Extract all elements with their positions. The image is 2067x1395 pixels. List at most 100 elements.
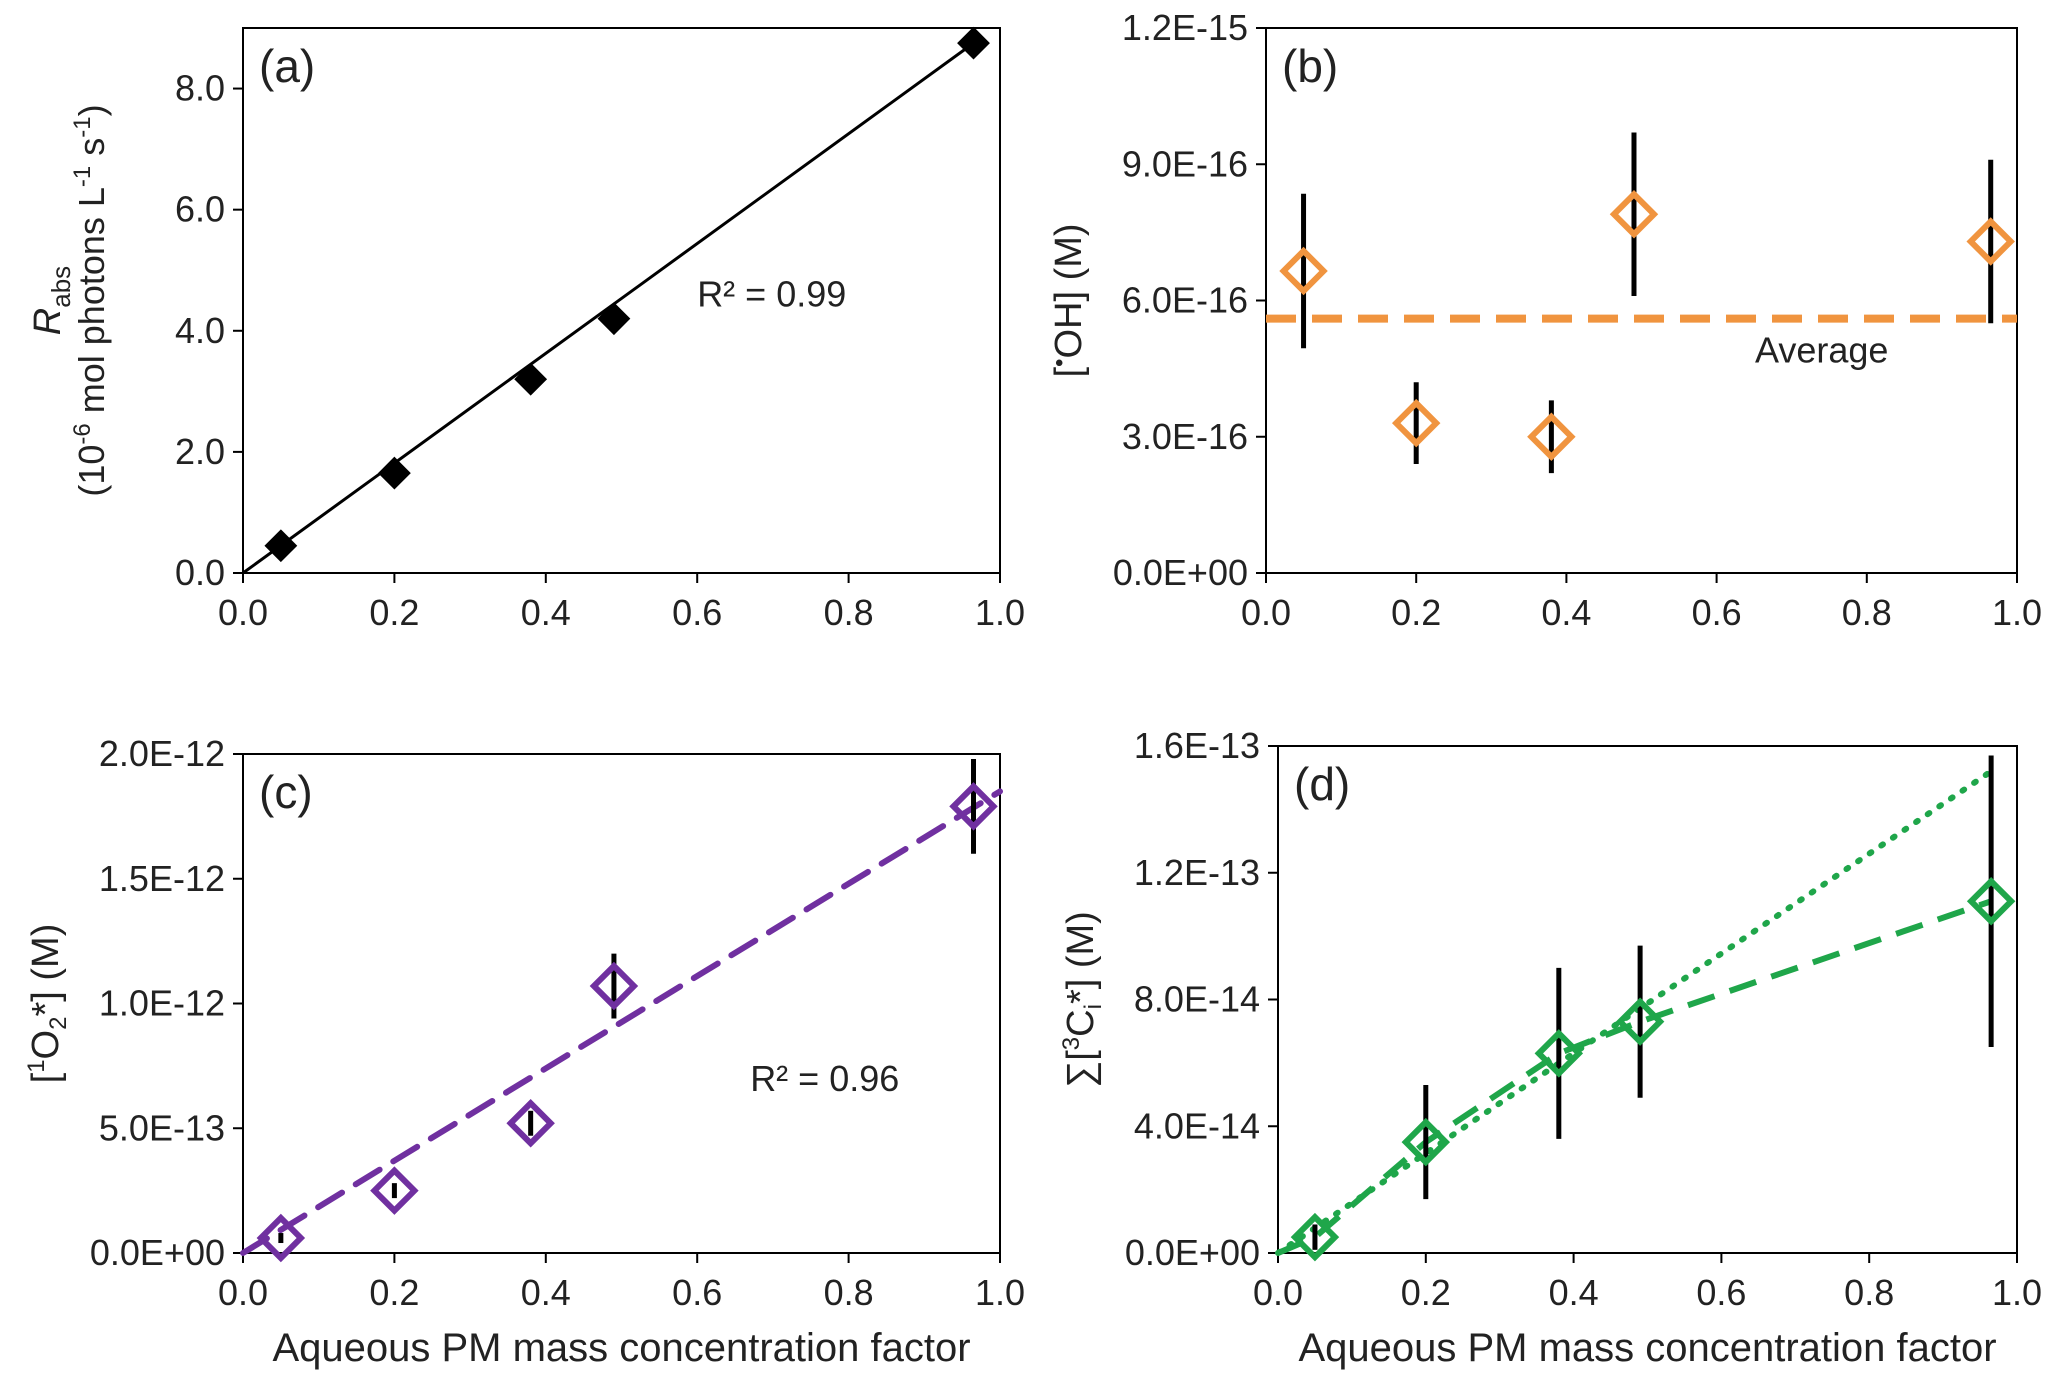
diamond-marker	[1290, 1212, 1340, 1262]
diamond-marker	[1401, 1117, 1451, 1167]
x-tick-label: 0.8	[824, 1272, 874, 1313]
y-axis-label: Rabs	[27, 266, 76, 335]
y-tick-label: 0.0E+00	[1113, 552, 1248, 593]
y-tick-label: 8.0E-14	[1134, 979, 1260, 1020]
x-tick-label: 0.2	[1391, 592, 1441, 633]
ylabel-part: OH] (M)	[1048, 223, 1090, 358]
x-tick-label: 0.8	[824, 592, 874, 633]
data-point	[370, 1166, 419, 1215]
ylabel-part: *] (M)	[1060, 911, 1102, 1004]
panel-d: 0.0 0.2 0.4 0.6 0.8 1.0 0.0E+00 4.0E-14 8.0E-14 1…	[1058, 725, 2042, 1370]
x-tick-label: 0.2	[369, 1272, 419, 1313]
r-squared-annotation: R² = 0.96	[750, 1058, 899, 1099]
plot-frame	[1265, 27, 2018, 574]
x-tick-label: 1.0	[1992, 592, 2042, 633]
ylabel-r: R	[27, 308, 69, 335]
ylabel-part: [	[25, 1072, 67, 1083]
x-tick-label: 0.6	[672, 592, 722, 633]
ylabel-part: O	[25, 1030, 67, 1060]
diamond-marker	[1966, 877, 2016, 926]
r-squared-annotation: R² = 0.99	[697, 274, 846, 315]
y-axis-label: ∑[3Ci*] (M)	[1058, 911, 1107, 1088]
y-tick-label: 9.0E-16	[1122, 143, 1248, 184]
panel-c: 0.0 0.2 0.4 0.6 0.8 1.0 0.0E+00 5.0E-13 1.0E-12 1…	[23, 733, 1025, 1370]
ylabel-sup: -1	[69, 116, 96, 137]
data-point	[1615, 945, 1665, 1098]
x-tick-label: 0.2	[1401, 1272, 1451, 1313]
data-point	[597, 302, 631, 336]
y-axis-label: [•OH] (M)	[1046, 223, 1090, 377]
y-tick-label: 2.0E-12	[99, 733, 225, 774]
panel-label: (d)	[1294, 758, 1350, 810]
fit-line-dotted	[1275, 768, 1995, 1256]
x-tick-label: 0.4	[1549, 1272, 1599, 1313]
ylabel-part: mol photons L	[71, 187, 112, 423]
x-tick-label: 0.4	[1541, 592, 1591, 633]
ylabel-sup: -6	[69, 423, 96, 444]
ylabel-part: C	[1060, 1009, 1102, 1036]
data-point	[957, 26, 990, 60]
y-tick-label: 3.0E-16	[1122, 416, 1248, 457]
x-tick-label: 1.0	[975, 1272, 1025, 1313]
diamond-marker	[264, 529, 298, 563]
x-tick-label: 0.4	[521, 1272, 571, 1313]
panel-label: (c)	[259, 766, 313, 818]
data-point	[1401, 1085, 1451, 1200]
y-tick-label: 0.0E+00	[90, 1232, 225, 1273]
x-tick-label: 0.0	[218, 1272, 268, 1313]
diamond-marker	[949, 782, 998, 831]
y-tick-label: 4.0	[175, 310, 225, 351]
diamond-marker	[957, 26, 990, 60]
y-tick-label: 6.0	[175, 189, 225, 230]
data-point	[1279, 193, 1328, 349]
ylabel-part: *] (M)	[25, 924, 67, 1017]
x-tick-label: 0.6	[1692, 592, 1742, 633]
plot-frame	[242, 753, 1001, 1254]
y-tick-label: 1.2E-15	[1122, 7, 1248, 48]
x-tick-label: 1.0	[975, 592, 1025, 633]
x-tick-label: 0.4	[521, 592, 571, 633]
data-point	[264, 529, 298, 563]
y-tick-label: 0.0E+00	[1125, 1232, 1260, 1273]
y-tick-label: 2.0	[175, 431, 225, 472]
x-axis-label: Aqueous PM mass concentration factor	[1298, 1326, 1996, 1370]
y-axis-label-line2: (10-6 mol photons L-1 s-1)	[69, 104, 112, 496]
x-tick-label: 0.2	[369, 592, 419, 633]
x-tick-label: 0.6	[672, 1272, 722, 1313]
data-point	[1966, 159, 2015, 324]
data-point	[256, 1213, 306, 1263]
ylabel-sup: 3	[1058, 1037, 1085, 1050]
ylabel-sup: -1	[69, 166, 96, 187]
y-tick-label: 1.5E-12	[99, 858, 225, 899]
x-tick-label: 1.0	[1992, 1272, 2042, 1313]
y-tick-label: 6.0E-16	[1122, 280, 1248, 321]
x-tick-label: 0.0	[1241, 592, 1291, 633]
ylabel-sub: i	[1080, 1004, 1107, 1009]
x-tick-label: 0.0	[1253, 1272, 1303, 1313]
data-point	[506, 1099, 555, 1148]
data-point	[1527, 400, 1576, 474]
panel-label: (a)	[259, 40, 315, 92]
diamond-marker	[1609, 189, 1659, 239]
data-point	[589, 953, 639, 1019]
data-point	[514, 362, 548, 396]
diamond-marker	[1966, 217, 2015, 266]
ylabel-part: (10	[71, 445, 112, 497]
diamond-marker	[1615, 997, 1665, 1046]
x-tick-label: 0.8	[1844, 1272, 1894, 1313]
data-point	[1534, 967, 1584, 1139]
panel-b: 0.0 0.2 0.4 0.6 0.8 1.0 0.0E+00 3.0E-16 6.0E-16 9…	[1046, 7, 2042, 633]
diamond-marker	[1534, 1029, 1584, 1078]
data-point	[377, 456, 411, 490]
y-tick-label: 0.0	[175, 552, 225, 593]
panel-a: 0.0 0.2 0.4 0.6 0.8 1.0 0.0 2.0 4.0 6.0 8.0 (a) Rabs…	[27, 26, 1025, 633]
diamond-marker	[1527, 412, 1576, 461]
y-tick-label: 1.2E-13	[1134, 852, 1260, 893]
ylabel-part: s	[71, 138, 112, 166]
plot-frame	[242, 27, 1001, 574]
average-label: Average	[1755, 330, 1888, 371]
ylabel-sup: •	[1046, 359, 1073, 367]
diamond-marker	[597, 302, 631, 336]
ylabel-part: ∑[	[1060, 1050, 1102, 1088]
